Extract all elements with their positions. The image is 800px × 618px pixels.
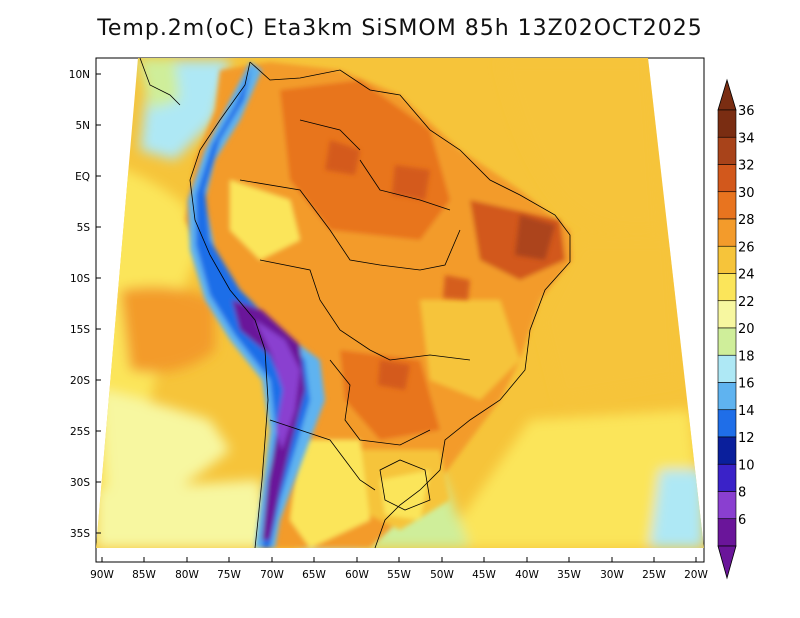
- lat-label: 20S: [70, 375, 90, 387]
- colorbar-bottom-arrow: [717, 545, 737, 580]
- colorbar-segment: [717, 354, 737, 383]
- colorbar-segment: [717, 491, 737, 520]
- lon-label: 45W: [472, 569, 496, 581]
- colorbar-label: 28: [738, 213, 755, 228]
- lon-label: 35W: [557, 569, 581, 581]
- colorbar-label: 20: [738, 322, 755, 337]
- colorbar-label: 34: [738, 131, 755, 146]
- colorbar-label: 22: [738, 295, 755, 310]
- lat-label: 15S: [70, 324, 90, 336]
- colorbar-label: 32: [738, 159, 755, 174]
- colorbar-label: 16: [738, 377, 755, 392]
- lat-label: EQ: [75, 171, 90, 183]
- lon-label: 50W: [430, 569, 454, 581]
- lon-label: 70W: [260, 569, 284, 581]
- colorbar-label: 36: [738, 104, 755, 119]
- colorbar-label: 8: [738, 486, 746, 501]
- map-title: Temp.2m(oC) Eta3km SiSMOM 85h 13Z02OCT20…: [97, 16, 703, 41]
- latitude-axis: 10N 5N EQ 5S 10S 15S 20S 25S 30S 35S: [69, 69, 91, 540]
- colorbar-segment: [717, 300, 737, 329]
- lat-label: 10N: [69, 69, 90, 81]
- colorbar-segment: [717, 436, 737, 465]
- colorbar-segment: [717, 109, 737, 138]
- lon-label: 80W: [175, 569, 199, 581]
- colorbar-label: 30: [738, 186, 755, 201]
- colorbar: 36 34 32 30 28 26 24 22 20 18 16 14 12 10 8 6: [717, 78, 755, 580]
- longitude-axis: 90W 85W 80W 75W 70W 65W 60W 55W 50W 45W …: [90, 569, 708, 581]
- lon-label: 40W: [515, 569, 539, 581]
- lon-label: 75W: [217, 569, 241, 581]
- longitude-ticks: [101, 557, 697, 562]
- lat-label: 25S: [70, 426, 90, 438]
- lat-label: 35S: [70, 528, 90, 540]
- lon-label: 90W: [90, 569, 114, 581]
- colorbar-top-arrow: [717, 78, 737, 111]
- colorbar-segment: [717, 164, 737, 193]
- colorbar-label: 12: [738, 431, 755, 446]
- lat-label: 5S: [77, 222, 91, 234]
- colorbar-label: 6: [738, 513, 746, 528]
- colorbar-segment: [717, 518, 737, 547]
- colorbar-segment: [717, 327, 737, 356]
- lon-label: 60W: [345, 569, 369, 581]
- lat-label: 5N: [75, 120, 90, 132]
- colorbar-label: 18: [738, 349, 755, 364]
- lon-label: 25W: [642, 569, 666, 581]
- colorbar-segment: [717, 382, 737, 411]
- lon-label: 30W: [600, 569, 624, 581]
- lon-label: 55W: [387, 569, 411, 581]
- map-borders: [139, 57, 571, 549]
- colorbar-segment: [717, 409, 737, 438]
- lat-label: 30S: [70, 477, 90, 489]
- colorbar-label: 14: [738, 404, 755, 419]
- lon-label: 85W: [132, 569, 156, 581]
- lon-label: 65W: [302, 569, 326, 581]
- lat-label: 10S: [70, 273, 90, 285]
- lon-label: 20W: [684, 569, 708, 581]
- colorbar-segment: [717, 463, 737, 492]
- colorbar-label: 10: [738, 458, 755, 473]
- colorbar-segment: [717, 136, 737, 165]
- colorbar-label: 26: [738, 240, 755, 255]
- colorbar-label: 24: [738, 268, 755, 283]
- colorbar-segment: [717, 245, 737, 274]
- colorbar-segment: [717, 218, 737, 247]
- colorbar-segment: [717, 273, 737, 302]
- latitude-ticks: [96, 73, 101, 534]
- temperature-field: [96, 58, 704, 548]
- colorbar-segment: [717, 191, 737, 220]
